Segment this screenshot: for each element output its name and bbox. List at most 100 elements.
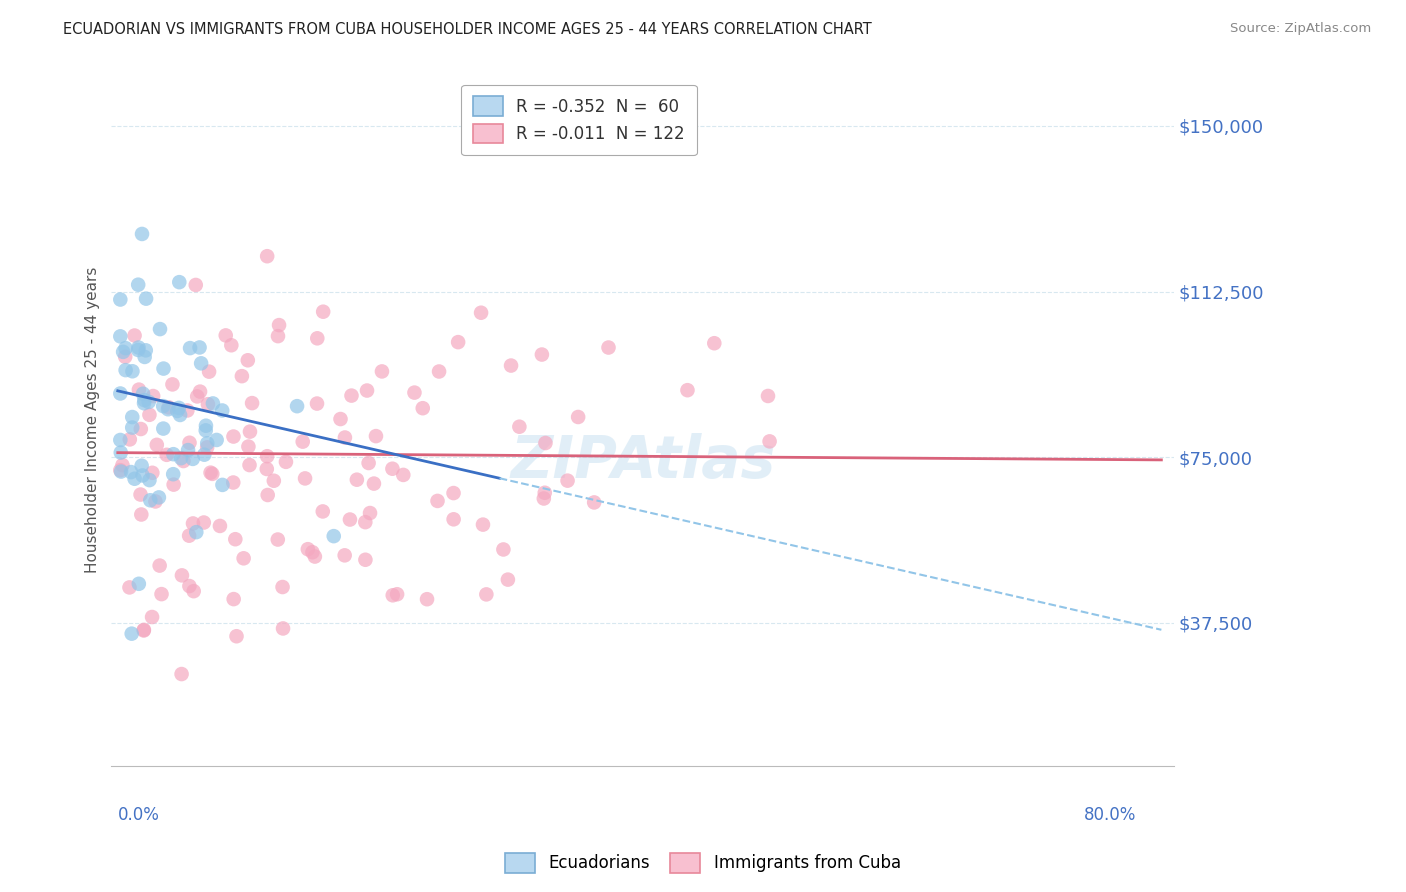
Point bbox=[267, 329, 290, 343]
Point bbox=[333, 430, 356, 444]
Point bbox=[371, 364, 394, 378]
Point bbox=[110, 329, 132, 343]
Point bbox=[169, 408, 191, 422]
Point bbox=[145, 494, 167, 508]
Point bbox=[297, 542, 319, 557]
Point bbox=[200, 466, 222, 480]
Point bbox=[138, 408, 160, 422]
Point bbox=[304, 549, 326, 564]
Point bbox=[238, 440, 260, 454]
Point bbox=[141, 610, 163, 624]
Point bbox=[267, 318, 290, 332]
Point bbox=[131, 458, 153, 473]
Point bbox=[177, 443, 200, 458]
Point bbox=[132, 386, 155, 401]
Point bbox=[392, 467, 415, 482]
Text: ECUADORIAN VS IMMIGRANTS FROM CUBA HOUSEHOLDER INCOME AGES 25 - 44 YEARS CORRELA: ECUADORIAN VS IMMIGRANTS FROM CUBA HOUSE… bbox=[63, 22, 872, 37]
Point bbox=[121, 626, 143, 640]
Point bbox=[285, 399, 308, 413]
Point bbox=[124, 328, 146, 343]
Point bbox=[193, 516, 215, 530]
Point bbox=[222, 429, 245, 443]
Point bbox=[359, 506, 381, 520]
Point bbox=[340, 388, 363, 402]
Point bbox=[188, 341, 211, 355]
Point bbox=[169, 275, 191, 289]
Point bbox=[179, 529, 201, 543]
Point bbox=[208, 519, 231, 533]
Point bbox=[198, 365, 221, 379]
Text: Source: ZipAtlas.com: Source: ZipAtlas.com bbox=[1230, 22, 1371, 36]
Point bbox=[110, 293, 132, 307]
Point bbox=[138, 395, 160, 409]
Point bbox=[447, 335, 470, 350]
Point bbox=[146, 438, 169, 452]
Point bbox=[205, 433, 228, 447]
Point bbox=[236, 353, 259, 368]
Point bbox=[121, 410, 143, 425]
Point bbox=[305, 396, 328, 410]
Point bbox=[120, 465, 142, 479]
Point bbox=[132, 624, 155, 638]
Point bbox=[114, 363, 136, 377]
Point bbox=[412, 401, 434, 416]
Point bbox=[110, 433, 132, 447]
Legend: R = -0.352  N =  60, R = -0.011  N = 122: R = -0.352 N = 60, R = -0.011 N = 122 bbox=[461, 85, 696, 155]
Point bbox=[472, 517, 495, 532]
Point bbox=[128, 383, 150, 397]
Point bbox=[190, 356, 212, 370]
Point bbox=[181, 451, 204, 466]
Point bbox=[364, 429, 387, 443]
Point bbox=[128, 341, 150, 355]
Point bbox=[129, 487, 152, 501]
Point bbox=[152, 421, 174, 435]
Point bbox=[149, 558, 172, 573]
Point bbox=[124, 472, 146, 486]
Point bbox=[404, 385, 426, 400]
Point bbox=[381, 461, 404, 475]
Point bbox=[132, 623, 155, 637]
Point bbox=[121, 420, 143, 434]
Point bbox=[470, 306, 492, 320]
Point bbox=[703, 336, 725, 351]
Point bbox=[256, 249, 278, 263]
Legend: Ecuadorians, Immigrants from Cuba: Ecuadorians, Immigrants from Cuba bbox=[499, 847, 907, 880]
Point bbox=[152, 361, 174, 376]
Point bbox=[256, 449, 278, 463]
Point bbox=[238, 458, 260, 472]
Point bbox=[110, 445, 132, 459]
Point bbox=[135, 343, 157, 358]
Point bbox=[329, 412, 352, 426]
Point bbox=[184, 277, 207, 292]
Point bbox=[534, 436, 557, 450]
Point bbox=[339, 512, 361, 526]
Point bbox=[201, 467, 224, 481]
Point bbox=[131, 468, 153, 483]
Point bbox=[188, 384, 211, 399]
Point bbox=[443, 512, 465, 526]
Y-axis label: Householder Income Ages 25 - 44 years: Householder Income Ages 25 - 44 years bbox=[86, 267, 100, 573]
Point bbox=[162, 467, 184, 482]
Point bbox=[492, 542, 515, 557]
Point bbox=[381, 588, 404, 602]
Point bbox=[162, 447, 184, 461]
Point bbox=[271, 622, 294, 636]
Point bbox=[131, 508, 153, 522]
Point bbox=[157, 402, 180, 417]
Point bbox=[294, 471, 316, 485]
Point bbox=[385, 587, 408, 601]
Point bbox=[197, 397, 219, 411]
Point bbox=[135, 292, 157, 306]
Point bbox=[443, 486, 465, 500]
Point bbox=[756, 389, 779, 403]
Point bbox=[312, 504, 335, 518]
Point bbox=[195, 441, 218, 455]
Point bbox=[112, 344, 135, 359]
Point bbox=[291, 434, 314, 449]
Point bbox=[533, 485, 555, 500]
Point bbox=[121, 364, 143, 378]
Point bbox=[162, 377, 184, 392]
Point bbox=[150, 587, 173, 601]
Point bbox=[110, 463, 132, 477]
Point bbox=[598, 341, 620, 355]
